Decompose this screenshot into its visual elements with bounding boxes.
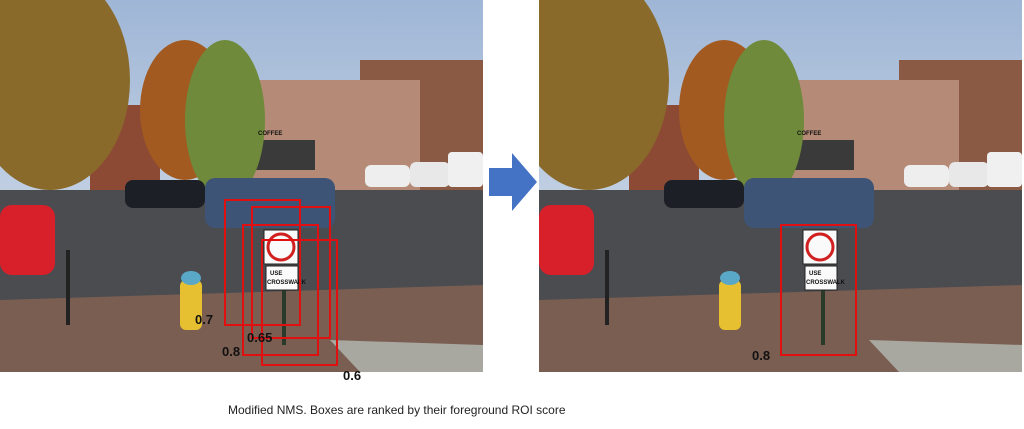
shop-sign: COFFEE	[258, 131, 282, 137]
caption: Modified NMS. Boxes are ranked by their …	[228, 403, 566, 417]
score: 0.7	[195, 312, 213, 327]
sign-text: USE	[809, 271, 821, 277]
sign-text: USE	[270, 271, 282, 277]
box	[242, 224, 319, 356]
right-photo	[539, 0, 1022, 372]
sign-text: CROSSWALK	[806, 280, 846, 286]
score: 0.6	[343, 368, 361, 383]
left-photo	[0, 0, 483, 372]
box	[261, 239, 338, 366]
score: 0.8	[752, 348, 770, 363]
box	[251, 206, 331, 339]
shop-sign: COFFEE	[797, 131, 821, 137]
sign-text: CROSSWALK	[267, 280, 307, 286]
arrow	[489, 153, 537, 211]
score: 0.65	[247, 330, 272, 345]
score: 0.8	[222, 344, 240, 359]
box	[780, 224, 857, 356]
